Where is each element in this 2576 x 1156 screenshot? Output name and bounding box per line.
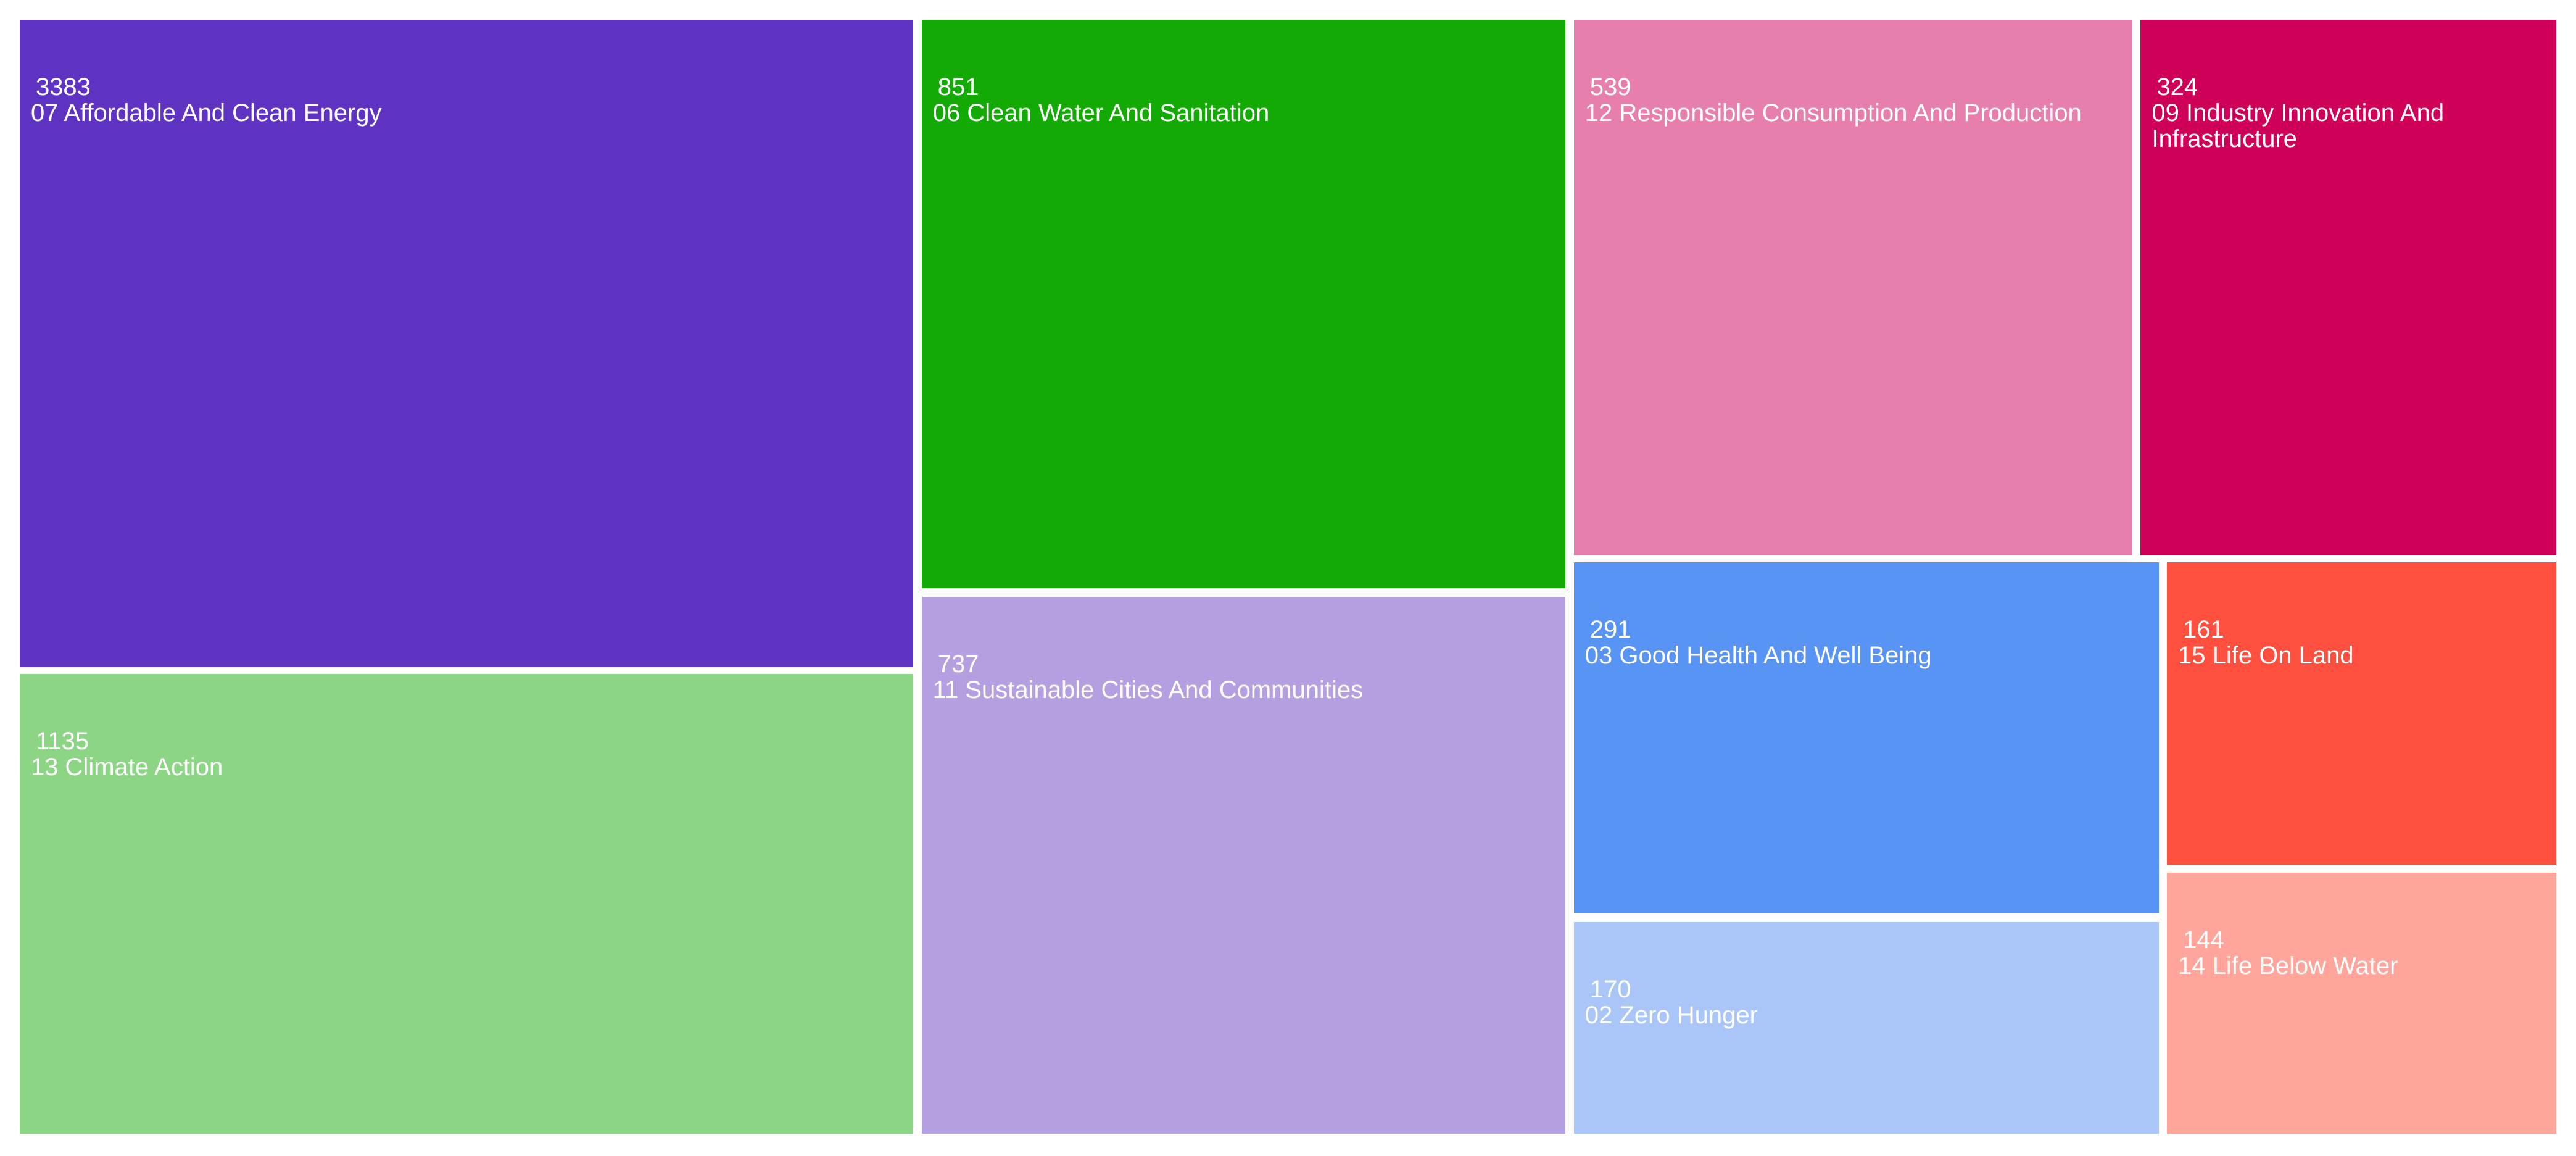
tile: 737 11 Sustainable Cities And Communities xyxy=(921,596,1566,1134)
value-label: 170 xyxy=(1589,975,1631,1003)
value-label: 737 xyxy=(937,650,979,678)
tile-label: 03 Good Health And Well Being xyxy=(1584,641,1932,669)
tile-label: 07 Affordable And Clean Energy xyxy=(30,99,382,127)
value-label: 851 xyxy=(937,73,979,101)
tile-label: 02 Zero Hunger xyxy=(1584,1001,1758,1029)
tile: 144 14 Life Below Water xyxy=(2167,872,2557,1134)
value-label: 1135 xyxy=(35,727,89,755)
tile: 539 12 Responsible Consumption And Produc… xyxy=(1573,19,2133,555)
tile-label: 09 Industry Innovation And Infrastructur… xyxy=(2151,99,2445,152)
tile-label: 06 Clean Water And Sanitation xyxy=(932,99,1270,127)
tile-label: 13 Climate Action xyxy=(30,753,223,781)
tile-label: 12 Responsible Consumption And Productio… xyxy=(1584,99,2082,127)
value-label: 539 xyxy=(1589,73,1631,101)
tile: 291 03 Good Health And Well Being xyxy=(1573,562,2159,914)
value-label: 291 xyxy=(1589,615,1631,643)
value-label: 324 xyxy=(2156,73,2198,101)
tile: 170 02 Zero Hunger xyxy=(1573,921,2159,1134)
tile: 161 15 Life On Land xyxy=(2167,562,2557,865)
tile: 851 06 Clean Water And Sanitation xyxy=(921,19,1566,589)
tile-label: 11 Sustainable Cities And Communities xyxy=(932,676,1364,704)
tile-label: 15 Life On Land xyxy=(2178,641,2354,669)
tile: 3383 07 Affordable And Clean Energy xyxy=(19,19,914,667)
tile-label: 14 Life Below Water xyxy=(2178,952,2398,979)
value-label: 161 xyxy=(2183,615,2224,643)
value-label: 144 xyxy=(2183,926,2224,954)
value-label: 3383 xyxy=(35,73,91,101)
tile: 1135 13 Climate Action xyxy=(19,673,914,1134)
tile: 324 09 Industry Innovation And Infrastruc… xyxy=(2140,19,2557,555)
